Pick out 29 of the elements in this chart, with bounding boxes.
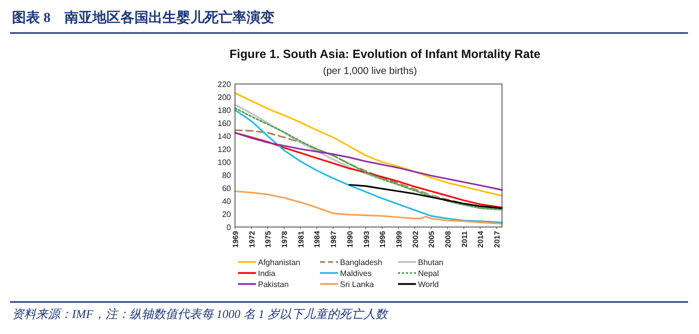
legend-label: World [418,280,439,289]
y-tick-label: 120 [218,145,232,154]
text: (per 1,000 live births) [323,66,417,77]
chart-title: 图表 8 南亚地区各国出生婴儿死亡率演变 [12,9,274,26]
chart-subtitle: Figure 1. South Asia: Evolution of Infant Mortality Rate [230,47,541,61]
legend-label: India [258,269,276,278]
text: 资料来源：IMF，注：纵轴数值代表每 1000 名 1 岁以下儿童的死亡人数 [12,307,390,321]
legend-label: Bangladesh [340,258,382,267]
y-tick-label: 140 [218,132,232,141]
legend-label: Maldives [340,269,372,278]
y-tick-label: 160 [218,119,232,128]
line-series [234,190,503,225]
legend-label: Bhutan [418,258,444,267]
line-series [234,132,503,191]
y-tick-label: 20 [222,210,232,219]
y-tick-label: 80 [222,171,232,180]
legend-label: Afghanistan [258,258,300,267]
y-tick-label: 180 [218,106,232,115]
legend-label: Nepal [418,269,440,278]
y-tick-label: 60 [222,184,232,193]
y-tick-label: 200 [218,93,232,102]
y-tick-label: 0 [226,223,232,232]
legend-label: Sri Lanka [340,280,374,289]
line-series [348,184,503,209]
y-tick-label: 40 [222,197,232,206]
y-tick-label: 100 [218,158,232,167]
y-tick-label: 220 [218,80,232,89]
legend-label: Pakistan [258,280,289,289]
line-series [234,92,503,197]
